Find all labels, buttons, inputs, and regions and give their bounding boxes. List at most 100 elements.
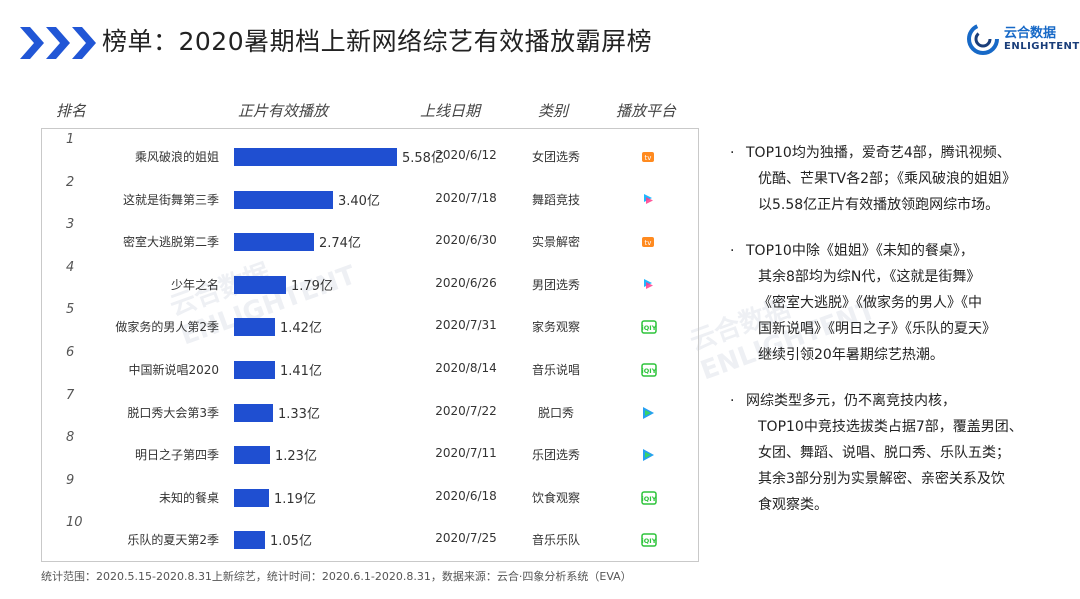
release-date: 2020/7/22 <box>435 403 497 418</box>
views-bar <box>234 148 397 166</box>
show-name: 乐队的夏天第2季 <box>127 533 219 548</box>
views-value-label: 1.19亿 <box>274 491 316 507</box>
note-item: · 网综类型多元，仍不离竞技内核， TOP10中竞技选拔类占据7部，覆盖男团、 女团、… <box>730 388 1060 518</box>
rank-number: 10 <box>66 515 83 531</box>
bullet-dot: · <box>730 145 735 161</box>
iqiyi-icon: iQIY <box>641 532 657 551</box>
mango-tv-icon: tv <box>641 149 655 168</box>
svg-text:tv: tv <box>645 154 652 162</box>
note-line: 其余8部均为综N代，《这就是街舞》 <box>758 269 981 285</box>
rank-number: 8 <box>66 430 75 446</box>
note-line: 网综类型多元，仍不离竞技内核， <box>746 393 956 409</box>
table-row: 1 乘风破浪的姐姐 5.58亿 2020/6/12 女团选秀 tv <box>41 128 697 171</box>
bullet-dot: · <box>730 243 735 259</box>
release-date: 2020/8/14 <box>435 361 497 375</box>
note-line: TOP10均为独播，爱奇艺4部，腾讯视频、 <box>746 145 1011 161</box>
iqiyi-icon: iQIY <box>641 362 657 381</box>
table-row: 4 少年之名 1.79亿 2020/6/26 男团选秀 <box>41 256 697 299</box>
column-header-views: 正片有效播放 <box>238 102 329 120</box>
youku-icon <box>641 277 655 297</box>
mango-tv-icon: tv <box>641 234 655 253</box>
brand-name-en: ENLIGHTENT <box>1004 40 1080 52</box>
views-bar <box>234 190 333 209</box>
views-value-label: 1.05亿 <box>270 534 312 550</box>
views-value-label: 2.74亿 <box>319 236 361 252</box>
bullet-dot: · <box>730 393 735 409</box>
release-date: 2020/7/11 <box>435 446 497 461</box>
youku-icon <box>641 192 655 212</box>
table-row: 8 明日之子第四季 1.23亿 2020/7/11 乐团选秀 <box>41 426 697 469</box>
table-row: 7 脱口秀大会第3季 1.33亿 2020/7/22 脱口秀 <box>41 384 697 427</box>
table-row: 3 密室大逃脱第二季 2.74亿 2020/6/30 实景解密 tv <box>41 213 697 256</box>
chevron-arrows-icon <box>20 27 96 59</box>
table-row: 2 这就是街舞第三季 3.40亿 2020/7/18 舞蹈竞技 <box>41 171 697 214</box>
views-value-label: 5.58亿 <box>402 151 444 166</box>
note-line: 食观察类。 <box>758 497 828 513</box>
svg-text:iQIY: iQIY <box>642 537 657 545</box>
genre-label: 脱口秀 <box>537 405 574 420</box>
rank-number: 3 <box>66 217 75 233</box>
tencent-video-icon <box>641 405 655 424</box>
views-value-label: 1.33亿 <box>278 406 320 422</box>
release-date: 2020/6/18 <box>435 488 497 503</box>
tencent-video-icon <box>641 447 655 466</box>
note-line: 优酷、芒果TV各2部；《乘风破浪的姐姐》 <box>758 171 1017 187</box>
rank-number: 9 <box>66 472 75 488</box>
rank-number: 1 <box>66 132 75 147</box>
release-date: 2020/7/18 <box>435 190 497 205</box>
rank-number: 7 <box>66 387 75 403</box>
views-value-label: 1.23亿 <box>275 449 317 465</box>
genre-label: 实景解密 <box>531 235 580 250</box>
views-value-label: 1.42亿 <box>280 321 322 337</box>
views-bar <box>234 488 269 507</box>
note-line: 国新说唱》《明日之子》《乐队的夏天》 <box>758 321 996 337</box>
show-name: 少年之名 <box>170 277 219 292</box>
rank-number: 6 <box>66 345 75 360</box>
show-name: 脱口秀大会第3季 <box>127 405 219 420</box>
column-header-genre: 类别 <box>538 102 569 120</box>
ranking-table-frame <box>41 128 699 562</box>
show-name: 做家务的男人第2季 <box>115 320 219 335</box>
genre-label: 家务观察 <box>531 320 580 335</box>
column-header-rank: 排名 <box>56 102 87 120</box>
note-line: 《密室大逃脱》《做家务的男人》《中 <box>758 295 982 311</box>
views-bar <box>234 361 275 379</box>
views-value-label: 1.79亿 <box>291 278 333 294</box>
views-value-label: 3.40亿 <box>338 193 380 209</box>
svg-text:tv: tv <box>645 239 652 247</box>
genre-label: 男团选秀 <box>531 277 580 292</box>
note-item: · TOP10均为独播，爱奇艺4部，腾讯视频、优酷、芒果TV各2部；《乘风破浪的姐… <box>730 140 1060 218</box>
column-header-date: 上线日期 <box>420 102 481 120</box>
views-bar <box>234 403 273 422</box>
note-line: 继续引领20年暑期综艺热潮。 <box>758 347 944 363</box>
genre-label: 饮食观察 <box>531 490 580 505</box>
enlightent-logo-icon <box>967 23 999 55</box>
genre-label: 舞蹈竞技 <box>531 192 580 207</box>
note-line: 以5.58亿正片有效播放领跑网综市场。 <box>758 197 1000 213</box>
page-title: 榜单：2020暑期档上新网络综艺有效播放霸屏榜 <box>102 27 653 56</box>
note-line: 其余3部分别为实景解密、亲密关系及饮 <box>758 471 1005 487</box>
brand-logo: 云合数据 ENLIGHTENT <box>966 22 1080 56</box>
views-bar <box>234 531 265 550</box>
note-line: TOP10中竞技选拔类占据7部，覆盖男团、 <box>758 419 1023 435</box>
svg-text:iQIY: iQIY <box>642 324 657 332</box>
views-bar <box>234 446 270 465</box>
note-item: · TOP10中除《姐姐》《未知的餐桌》， 其余8部均为综N代，《这就是街舞》 《密室… <box>730 238 1060 368</box>
iqiyi-icon: iQIY <box>641 490 657 509</box>
table-row: 5 做家务的男人第2季 1.42亿 2020/7/31 家务观察 iQIY <box>41 298 697 341</box>
genre-label: 音乐乐队 <box>531 533 580 548</box>
release-date: 2020/7/25 <box>435 531 497 546</box>
views-bar <box>234 318 275 337</box>
iqiyi-icon: iQIY <box>641 319 657 338</box>
views-bar <box>234 233 314 252</box>
genre-label: 音乐说唱 <box>531 363 580 377</box>
table-row: 6 中国新说唱2020 1.41亿 2020/8/14 音乐说唱 iQIY <box>41 341 697 384</box>
rank-number: 5 <box>66 302 75 318</box>
svg-text:iQIY: iQIY <box>642 495 657 503</box>
views-bar <box>234 275 286 294</box>
show-name: 这就是街舞第三季 <box>122 192 219 207</box>
genre-label: 女团选秀 <box>531 150 580 164</box>
note-line: TOP10中除《姐姐》《未知的餐桌》， <box>746 243 974 259</box>
release-date: 2020/6/12 <box>435 148 497 162</box>
show-name: 中国新说唱2020 <box>128 363 219 377</box>
